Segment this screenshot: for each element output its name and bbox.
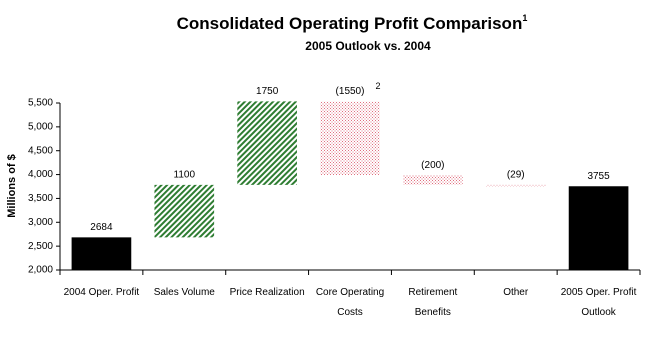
bar <box>71 237 132 270</box>
x-tick-label: Core Operating Costs <box>315 287 385 318</box>
x-tick-label: 2004 Oper. Profit <box>63 287 140 298</box>
x-tick-label: 2005 Oper. Profit Outlook <box>560 287 637 318</box>
x-tick-label: Price Realization <box>229 287 305 298</box>
y-axis-title: Millions of $ <box>6 154 18 218</box>
title-note: 1 <box>522 13 527 23</box>
x-tick-label: Retirement Benefits <box>408 287 458 318</box>
y-tick-label: 4,000 <box>28 169 53 180</box>
y-tick-label: 5,000 <box>28 121 53 132</box>
y-tick-label: 2,000 <box>28 265 53 276</box>
y-tick-label: 3,500 <box>28 193 53 204</box>
bar <box>320 101 380 176</box>
bar <box>568 186 629 270</box>
value-label: 1100 <box>174 170 196 181</box>
chart-subtitle: 2005 Outlook vs. 2004 <box>305 39 431 53</box>
value-label: (29) <box>507 170 525 181</box>
x-tick-label: Other <box>503 287 529 298</box>
value-label: (200) <box>421 160 444 171</box>
chart-title: Consolidated Operating Profit Comparison… <box>177 13 528 33</box>
y-tick-label: 4,500 <box>28 145 53 156</box>
value-label: (1550) <box>336 86 365 97</box>
bar <box>237 101 297 185</box>
value-label: 3755 <box>587 171 610 182</box>
value-label: 2684 <box>90 222 113 233</box>
bar <box>154 184 215 238</box>
bar <box>403 175 463 185</box>
title-text: Consolidated Operating Profit Comparison <box>177 14 523 33</box>
annotation: 2 <box>375 81 380 91</box>
x-tick-label: Sales Volume <box>153 287 215 298</box>
y-tick-label: 3,000 <box>28 217 53 228</box>
y-tick-label: 5,500 <box>28 98 53 109</box>
y-tick-label: 2,500 <box>28 241 53 252</box>
value-label: 1750 <box>256 86 279 97</box>
bar <box>485 184 546 187</box>
